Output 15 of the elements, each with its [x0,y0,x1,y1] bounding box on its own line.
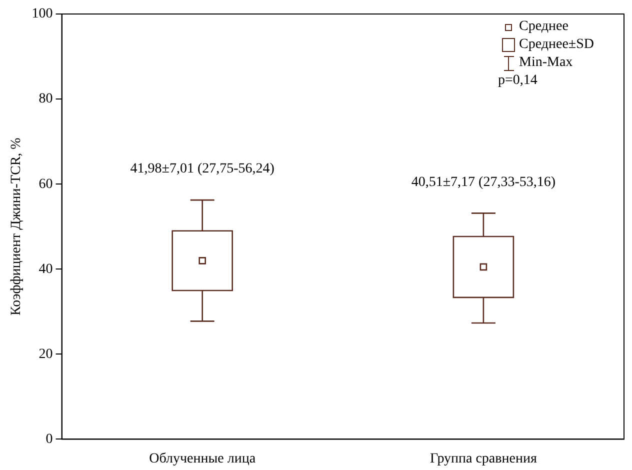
y-tick-label: 80 [38,92,53,107]
y-tick-label: 0 [46,432,53,447]
y-tick-label: 20 [38,346,53,362]
annotation: 41,98±7,01 (27,75-56,24) [130,162,275,177]
y-tick-label: 40 [38,262,53,277]
y-axis-title: Коэффициент Джини-TCR, % [9,137,24,316]
x-tick-label: Облученные лица [149,451,256,466]
y-tick-label: 100 [32,6,53,22]
x-tick-label: Группа сравнения [430,451,538,466]
annotation: Среднее [519,19,568,35]
annotation: Min-Max [519,55,573,71]
annotation: p=0,14 [498,73,538,89]
annotation: 40,51±7,17 (27,33-53,16) [411,174,556,190]
y-tick-label: 60 [38,176,53,192]
annotation: Среднее±SD [519,37,594,53]
